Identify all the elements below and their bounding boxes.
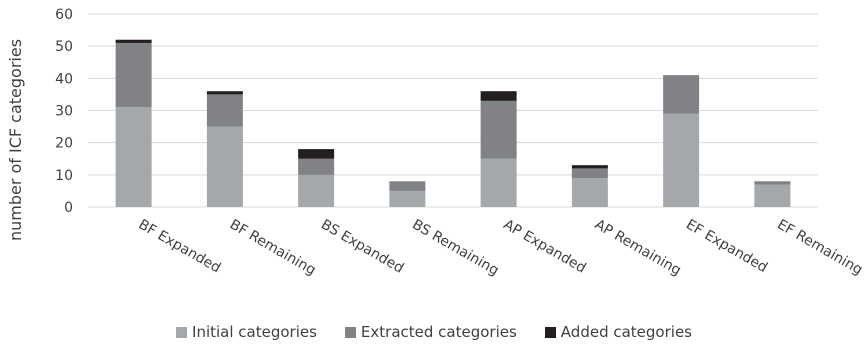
bar-segment [480, 100, 517, 159]
legend-label: Extracted categories [360, 323, 517, 341]
bar-segment [298, 158, 335, 175]
bar-segment [389, 181, 426, 191]
bar-segment [663, 113, 700, 207]
gridlines [88, 13, 818, 208]
bar-segment [115, 42, 152, 108]
bar-segment [206, 126, 243, 207]
x-category-label: BS Remaining [409, 217, 501, 279]
x-category-label: BF Expanded [136, 217, 224, 277]
bar-segment [115, 107, 152, 207]
legend-item: Initial categories [176, 322, 317, 342]
legend-label: Added categories [560, 323, 692, 341]
bar-segment [480, 91, 517, 101]
bar-segment [571, 178, 608, 207]
x-category-label: AP Remaining [592, 217, 684, 279]
y-tick-label: 20 [55, 136, 73, 152]
y-tick-label: 40 [55, 71, 73, 87]
bar-segment [571, 165, 608, 169]
x-category-label: BF Remaining [227, 217, 319, 279]
bar-segment [389, 190, 426, 207]
y-axis-label: number of ICF categories [6, 39, 25, 241]
legend-label: Initial categories [192, 323, 317, 341]
bar-segment [663, 75, 700, 114]
y-tick-label: 30 [55, 104, 73, 120]
bar-segment [298, 149, 335, 159]
legend-swatch [176, 326, 188, 338]
x-category-label: AP Expanded [501, 217, 589, 277]
bar-segment [298, 174, 335, 207]
bar-segment [571, 168, 608, 179]
legend-item: Extracted categories [344, 322, 517, 342]
y-tick-label: 60 [55, 7, 73, 23]
y-tick-label: 0 [64, 200, 73, 216]
bar-segment [206, 91, 243, 95]
bar-segment [206, 94, 243, 127]
legend-swatch [544, 326, 556, 338]
x-category-label: EF Remaining [774, 217, 865, 279]
bar-segment [480, 158, 517, 207]
y-tick-label: 10 [55, 168, 73, 184]
y-tick-label: 50 [55, 39, 73, 55]
bars [115, 39, 791, 207]
legend-item: Added categories [544, 322, 692, 342]
x-category-label: EF Expanded [683, 217, 770, 276]
bar-segment [115, 39, 152, 43]
bar-segment [754, 181, 791, 185]
bar-segment [754, 184, 791, 207]
y-axis-ticks: 0 10 20 30 40 50 60 [55, 7, 73, 216]
x-category-label: BS Expanded [318, 217, 406, 277]
x-axis-categories: BF Expanded BF Remaining BS Expanded BS Rem… [136, 217, 866, 279]
legend-swatch [344, 326, 356, 338]
legend: Initial categories Extracted categories Ad… [0, 322, 868, 342]
